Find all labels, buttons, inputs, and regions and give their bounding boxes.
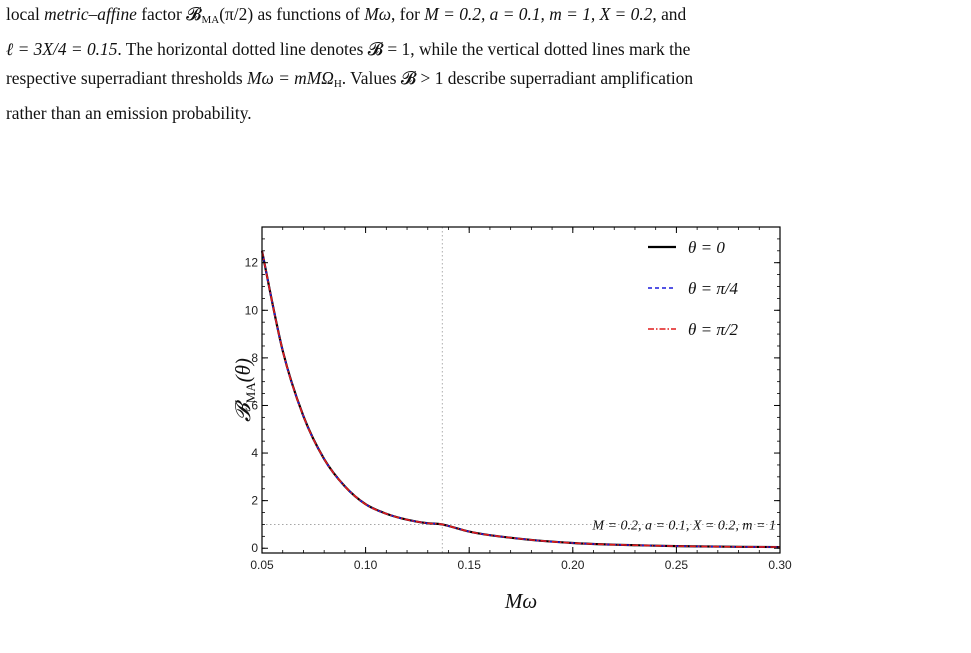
y-tick-label: 8: [251, 351, 258, 365]
x-tick-label: 0.25: [665, 558, 689, 572]
legend: θ = 0 θ = π/4 θ = π/2: [648, 238, 739, 339]
legend-label-2: θ = π/4: [688, 279, 739, 298]
y-tick-label: 6: [251, 398, 258, 412]
legend-label-3: θ = π/2: [688, 320, 739, 339]
y-axis-label-arg: (θ): [231, 358, 255, 382]
reference-lines: [262, 227, 780, 553]
x-tick-label: 0.05: [250, 558, 274, 572]
y-tick-label: 12: [245, 256, 259, 270]
x-tick-label: 0.20: [561, 558, 585, 572]
x-axis-label: Mω: [504, 589, 537, 613]
x-tick-label: 0.10: [354, 558, 378, 572]
y-axis-label-sub: MA: [243, 382, 258, 404]
series-line-3: [261, 250, 781, 548]
svg-text:𝓑MA(θ): 𝓑MA(θ): [231, 358, 258, 422]
caption-line-2: ℓ = 3X/4 = 0.15. The horizontal dotted l…: [6, 39, 691, 59]
y-tick-label: 0: [251, 541, 258, 555]
plot-series: [260, 250, 781, 549]
parameter-annotation: M = 0.2, a = 0.1, X = 0.2, m = 1: [591, 518, 776, 533]
legend-label-1: θ = 0: [688, 238, 725, 257]
caption-line-3: respective superradiant thresholds Mω = …: [6, 68, 694, 90]
caption-line-1: local metric–affine factor 𝓑MA(π/2) as f…: [6, 4, 687, 26]
plot-frame: [261, 226, 781, 554]
axis-ticks: [261, 227, 781, 553]
y-axis-label: 𝓑MA(θ): [231, 358, 258, 422]
caption-line-4: rather than an emission probability.: [6, 103, 252, 123]
figure-caption: local metric–affine factor 𝓑MA(π/2) as f…: [6, 0, 966, 128]
y-tick-label: 2: [251, 494, 258, 508]
x-tick-label: 0.15: [458, 558, 482, 572]
y-tick-label: 4: [251, 446, 258, 460]
y-axis-label-main: 𝓑: [231, 399, 255, 422]
x-tick-label: 0.30: [768, 558, 792, 572]
tick-labels: 0.05 0.10 0.15 0.20 0.25 0.30 0 2 4 6 8 10 12: [245, 256, 792, 572]
y-tick-label: 10: [245, 303, 259, 317]
